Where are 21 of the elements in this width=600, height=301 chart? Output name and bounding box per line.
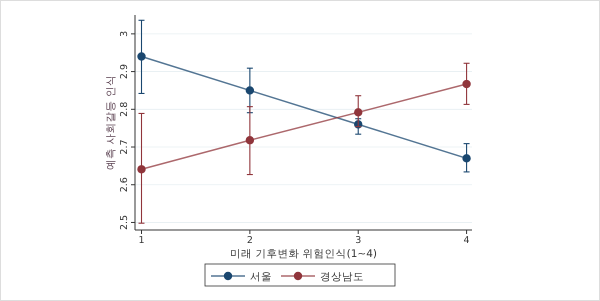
legend-label: 경상남도	[320, 271, 364, 283]
y-tick-label: 2.6	[119, 177, 130, 192]
y-tick-label: 3	[119, 30, 130, 37]
point	[462, 154, 471, 163]
point	[137, 165, 146, 174]
x-tick-label: 2	[246, 235, 253, 246]
y-tick-label: 2.7	[119, 139, 130, 155]
y-tick-label: 2.5	[119, 214, 130, 230]
legend-label: 서울	[250, 271, 272, 283]
point	[246, 136, 254, 144]
point	[354, 108, 362, 117]
x-axis-title: 미래 기후변화 위험인식(1~4)	[230, 248, 378, 260]
y-tick-label: 2.8	[119, 102, 130, 117]
point	[462, 80, 471, 88]
x-tick-label: 1	[138, 235, 145, 246]
y-tick-label: 2.9	[119, 64, 130, 80]
x-tick-label: 3	[355, 235, 362, 246]
x-tick-label: 4	[464, 235, 470, 246]
y-axis-title: 예측 사회갈등 인식	[105, 75, 117, 170]
point	[246, 86, 254, 95]
point	[137, 52, 146, 61]
